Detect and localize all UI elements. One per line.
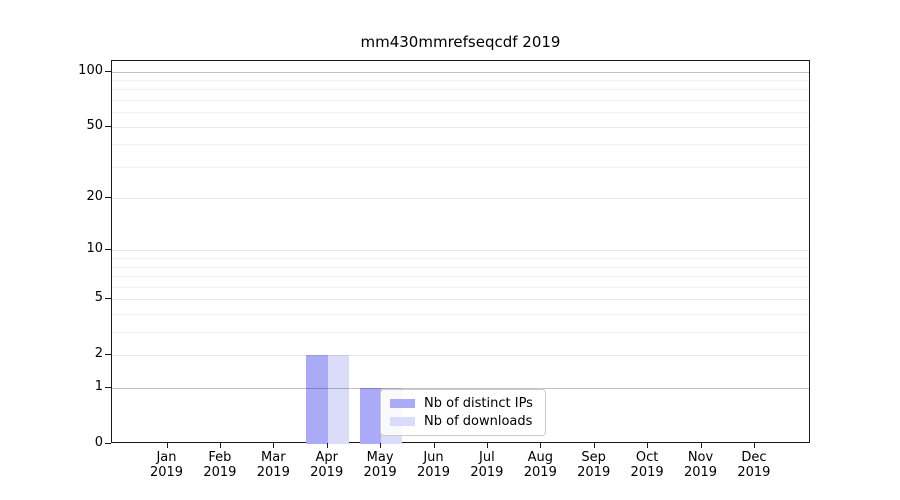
- x-tick-label-line: 2019: [470, 465, 504, 480]
- y-gridline: [112, 198, 809, 200]
- x-tick-label-line: Jun: [423, 450, 444, 465]
- y-gridline: [112, 388, 809, 390]
- y-gridline: [112, 299, 809, 301]
- y-minor-gridline: [112, 99, 809, 101]
- y-minor-gridline: [112, 286, 809, 288]
- x-tick-label-line: 2019: [630, 465, 664, 480]
- x-tick-label-line: 2019: [737, 465, 771, 480]
- y-tick-label: 1: [94, 379, 103, 395]
- y-gridline: [112, 355, 809, 357]
- x-tick-label-line: Jul: [479, 450, 495, 465]
- y-minor-gridline: [112, 266, 809, 268]
- y-tick: [105, 443, 111, 444]
- y-tick-label: 100: [78, 62, 103, 78]
- y-tick: [105, 387, 111, 389]
- x-tick: [700, 443, 702, 448]
- x-tick-label: Oct 2019: [616, 450, 678, 480]
- x-tick: [486, 443, 488, 448]
- x-tick-label-line: 2019: [416, 465, 451, 480]
- y-minor-gridline: [112, 89, 809, 91]
- y-tick-label: 0: [94, 435, 103, 450]
- y-tick-label: 10: [86, 241, 103, 257]
- y-gridline: [112, 71, 809, 73]
- y-tick-label: 5: [94, 290, 103, 306]
- y-tick: [105, 125, 111, 127]
- x-tick-label-line: 2019: [203, 465, 237, 480]
- x-tick-label-line: Sep: [581, 450, 606, 465]
- y-tick-label: 20: [86, 189, 103, 205]
- x-tick-label-line: 2019: [523, 465, 557, 480]
- y-minor-gridline: [112, 112, 809, 114]
- legend-label: Nb of distinct IPs: [424, 396, 533, 411]
- x-tick: [273, 443, 275, 448]
- x-tick-label-line: Dec: [741, 450, 767, 465]
- x-tick-label-line: 2019: [149, 465, 184, 480]
- y-gridline: [112, 250, 809, 252]
- x-tick-label-line: Apr: [315, 450, 338, 465]
- y-tick: [105, 298, 111, 300]
- x-tick-label-line: Aug: [527, 450, 553, 465]
- plot-area: [111, 60, 810, 444]
- y-tick: [105, 249, 111, 251]
- y-gridline: [112, 126, 809, 128]
- x-tick-label: Nov 2019: [670, 450, 732, 480]
- y-minor-gridline: [112, 166, 809, 168]
- x-tick: [540, 443, 542, 448]
- x-tick: [647, 443, 649, 448]
- x-tick-label-line: 2019: [577, 465, 611, 480]
- x-tick: [753, 443, 755, 448]
- bar-downloads: [327, 355, 349, 444]
- y-minor-gridline: [112, 144, 809, 146]
- x-tick: [326, 443, 328, 448]
- y-tick-label: 2: [94, 346, 103, 362]
- x-tick-label-line: 2019: [683, 465, 718, 480]
- x-tick-label: Apr 2019: [296, 450, 358, 480]
- y-minor-gridline: [112, 276, 809, 278]
- x-tick-label: Jun 2019: [403, 450, 465, 480]
- x-tick: [593, 443, 595, 448]
- chart-title: mm430mmrefseqcdf 2019: [360, 33, 561, 51]
- x-tick-label: Dec 2019: [723, 450, 785, 480]
- x-tick-label-line: Nov: [687, 450, 714, 465]
- x-tick-label-line: Oct: [635, 450, 659, 465]
- x-tick-label-line: Feb: [208, 450, 232, 465]
- legend-swatch: [390, 399, 415, 408]
- legend-item: Nb of downloads: [390, 414, 536, 429]
- x-tick-label-line: Mar: [261, 450, 286, 465]
- x-tick-label: Mar 2019: [242, 450, 304, 480]
- y-tick-label: 50: [86, 117, 103, 133]
- legend-item: Nb of distinct IPs: [390, 396, 536, 411]
- y-minor-gridline: [112, 332, 809, 334]
- x-tick-label: Sep 2019: [563, 450, 625, 480]
- x-tick-label-line: 2019: [256, 465, 290, 480]
- y-tick: [105, 197, 111, 199]
- y-minor-gridline: [112, 314, 809, 316]
- y-tick: [105, 354, 111, 356]
- legend: Nb of distinct IPs Nb of downloads: [380, 389, 546, 436]
- x-tick-label: Feb 2019: [189, 450, 251, 480]
- bar-distinct-ips: [306, 355, 328, 444]
- x-tick: [433, 443, 435, 448]
- x-tick-label: May 2019: [349, 450, 411, 480]
- bar-distinct-ips: [359, 388, 382, 444]
- x-tick: [219, 443, 221, 448]
- legend-label: Nb of downloads: [424, 414, 533, 429]
- x-tick-label-line: Jan: [156, 450, 177, 465]
- x-tick-label-line: May: [366, 450, 394, 465]
- x-tick: [380, 443, 382, 448]
- x-tick: [166, 443, 168, 448]
- y-minor-gridline: [112, 79, 809, 81]
- x-tick-label: Jan 2019: [136, 450, 198, 480]
- x-tick-label: Jul 2019: [456, 450, 518, 480]
- y-minor-gridline: [112, 258, 809, 260]
- x-tick-label: Aug 2019: [509, 450, 571, 480]
- x-tick-label-line: 2019: [310, 465, 344, 480]
- y-tick: [105, 70, 111, 72]
- x-tick-label-line: 2019: [363, 465, 397, 480]
- legend-swatch: [390, 417, 415, 426]
